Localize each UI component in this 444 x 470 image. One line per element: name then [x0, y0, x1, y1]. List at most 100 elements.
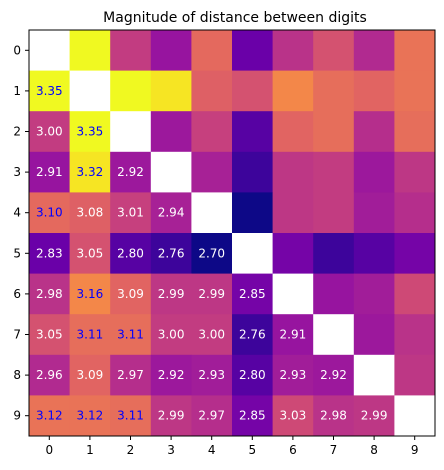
cell-value-label: 3.08: [77, 206, 104, 220]
heatmap-cell: [29, 233, 70, 274]
heatmap-cell: [394, 354, 436, 396]
heatmap-cell: [110, 273, 152, 315]
y-tick-label: 1: [13, 84, 21, 98]
heatmap-cell: [272, 151, 314, 193]
heatmap-cell: [29, 273, 70, 315]
heatmap-cell: [394, 233, 436, 274]
heatmap-cell: [150, 354, 192, 396]
cell-value-label: 3.09: [117, 287, 144, 301]
cell-value-label: 2.96: [36, 368, 63, 382]
y-tick-label: 7: [13, 328, 21, 342]
heatmap-cell: [110, 192, 152, 234]
heatmap-cell: [272, 30, 314, 71]
heatmap-cell-diagonal: [69, 70, 111, 112]
heatmap-cell: [150, 395, 192, 437]
heatmap-cell: [110, 314, 152, 356]
heatmap-cell: [29, 70, 70, 112]
x-tick-label: 5: [248, 443, 256, 457]
heatmap-cell: [69, 314, 111, 356]
heatmap-cell: [150, 30, 192, 71]
y-axis: 0 1 2 3 4 5 6 7 8 9: [13, 43, 29, 423]
cell-value-label: 3.00: [198, 328, 225, 342]
heatmap-cell: [232, 70, 273, 112]
heatmap-cell: [394, 151, 436, 193]
heatmap-cell: [394, 192, 436, 234]
heatmap-cell: [353, 395, 395, 437]
heatmap-cell: [232, 273, 273, 315]
cell-value-label: 2.92: [320, 368, 347, 382]
cell-value-label: 2.93: [198, 368, 225, 382]
cell-value-label: 2.83: [36, 246, 63, 260]
heatmap-cell: [191, 30, 233, 71]
heatmap-cell: [150, 273, 192, 315]
cell-value-label: 3.00: [36, 125, 63, 139]
cell-value-label: 2.92: [117, 165, 144, 179]
cell-value-label: 2.76: [158, 246, 185, 260]
heatmap-cell-labels: 3.35 3.00 3.35 2.91 3.32 2.92 3.10 3.08 3.01 2.94…: [36, 84, 388, 423]
cell-value-label: 3.11: [77, 328, 104, 342]
x-tick-label: 3: [167, 443, 175, 457]
heatmap-cell: [69, 233, 111, 274]
heatmap-cell: [313, 70, 355, 112]
heatmap-cell: [272, 395, 314, 437]
cell-value-label: 3.01: [117, 206, 144, 220]
heatmap-cell: [69, 111, 111, 153]
cell-value-label: 2.91: [280, 328, 307, 342]
heatmap-cell-diagonal: [313, 314, 355, 356]
heatmap-cell: [69, 354, 111, 396]
cell-value-label: 3.11: [117, 328, 144, 342]
cell-value-label: 2.97: [117, 368, 144, 382]
heatmap-cell: [394, 273, 436, 315]
cell-value-label: 2.99: [361, 409, 388, 423]
y-tick-label: 3: [13, 165, 21, 179]
heatmap-cell: [110, 395, 152, 437]
heatmap-cell: [313, 233, 355, 274]
heatmap-cell: [232, 30, 273, 71]
cell-value-label: 3.35: [36, 84, 63, 98]
heatmap-cell: [110, 30, 152, 71]
y-tick-label: 9: [13, 409, 21, 423]
x-tick-label: 1: [86, 443, 94, 457]
chart-title: Magnitude of distance between digits: [103, 10, 367, 26]
cell-value-label: 2.80: [117, 246, 144, 260]
cell-value-label: 2.98: [320, 409, 347, 423]
cell-value-label: 2.98: [36, 287, 63, 301]
cell-value-label: 3.05: [77, 246, 104, 260]
heatmap-cell: [232, 111, 273, 153]
heatmap-cell: [272, 233, 314, 274]
heatmap-cell: [29, 354, 70, 396]
y-tick-label: 5: [13, 246, 21, 260]
y-tick-label: 6: [13, 287, 21, 301]
cell-value-label: 3.32: [77, 165, 104, 179]
heatmap-cell: [29, 151, 70, 193]
heatmap-cell-diagonal: [191, 192, 233, 234]
x-tick-label: 4: [208, 443, 216, 457]
heatmap-cell: [150, 70, 192, 112]
heatmap-cell: [394, 111, 436, 153]
heatmap-cell: [150, 111, 192, 153]
y-tick-label: 8: [13, 368, 21, 382]
y-tick-label: 4: [13, 206, 21, 220]
cell-value-label: 2.76: [239, 328, 266, 342]
heatmap-cell: [232, 354, 273, 396]
heatmap-cell: [353, 70, 395, 112]
heatmap-cell: [272, 70, 314, 112]
heatmap-cell: [191, 111, 233, 153]
cell-value-label: 2.70: [198, 246, 225, 260]
heatmap-cell: [191, 70, 233, 112]
heatmap-cell: [353, 111, 395, 153]
heatmap-cells: [29, 30, 436, 437]
x-tick-label: 6: [289, 443, 297, 457]
cell-value-label: 2.97: [198, 409, 225, 423]
heatmap-cell: [150, 314, 192, 356]
heatmap-cell-diagonal: [150, 151, 192, 193]
heatmap-cell: [232, 395, 273, 437]
heatmap-cell: [69, 192, 111, 234]
heatmap-cell: [394, 70, 436, 112]
heatmap-cell-diagonal: [110, 111, 152, 153]
heatmap-cell: [313, 151, 355, 193]
cell-value-label: 2.99: [198, 287, 225, 301]
cell-value-label: 3.12: [36, 409, 63, 423]
heatmap-cell: [313, 192, 355, 234]
